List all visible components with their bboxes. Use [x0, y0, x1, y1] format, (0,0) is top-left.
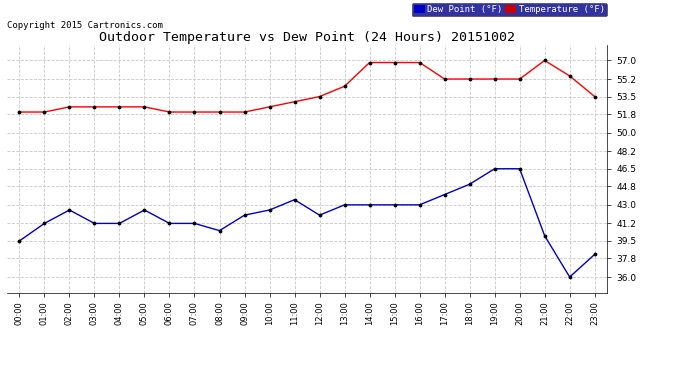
- Text: Copyright 2015 Cartronics.com: Copyright 2015 Cartronics.com: [7, 21, 163, 30]
- Legend: Dew Point (°F), Temperature (°F): Dew Point (°F), Temperature (°F): [412, 3, 607, 16]
- Title: Outdoor Temperature vs Dew Point (24 Hours) 20151002: Outdoor Temperature vs Dew Point (24 Hou…: [99, 31, 515, 44]
